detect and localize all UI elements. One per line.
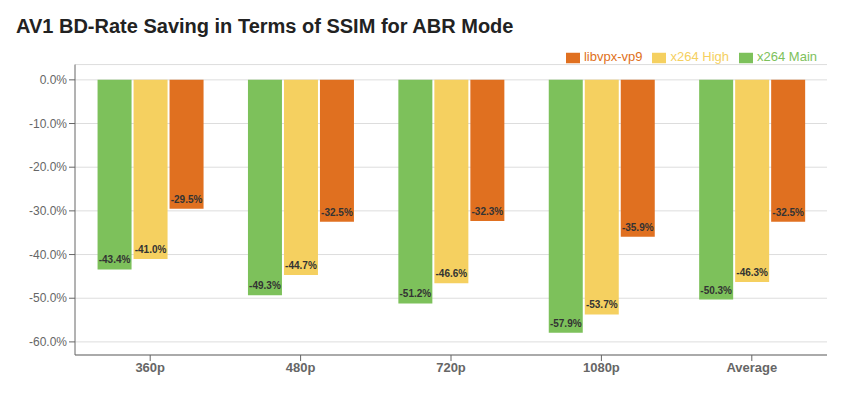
- svg-text:0.0%: 0.0%: [40, 73, 68, 87]
- svg-text:-32.3%: -32.3%: [472, 206, 504, 217]
- svg-text:-20.0%: -20.0%: [29, 160, 67, 174]
- svg-text:-57.9%: -57.9%: [550, 318, 582, 329]
- svg-text:360p: 360p: [135, 360, 165, 375]
- svg-text:-50.0%: -50.0%: [29, 291, 67, 305]
- svg-text:-10.0%: -10.0%: [29, 117, 67, 131]
- svg-text:Average: Average: [726, 360, 777, 375]
- svg-text:-60.0%: -60.0%: [29, 335, 67, 349]
- svg-text:-53.7%: -53.7%: [586, 299, 618, 310]
- svg-text:-46.3%: -46.3%: [736, 267, 768, 278]
- svg-text:-29.5%: -29.5%: [171, 194, 203, 205]
- html-text:x264 Main: x264 Main: [757, 49, 817, 64]
- svg-text:-46.6%: -46.6%: [436, 268, 468, 279]
- svg-text:-35.9%: -35.9%: [622, 222, 654, 233]
- svg-text:-43.4%: -43.4%: [99, 254, 131, 265]
- svg-text:1080p: 1080p: [583, 360, 620, 375]
- svg-text:-32.5%: -32.5%: [321, 207, 353, 218]
- svg-text:-41.0%: -41.0%: [135, 244, 167, 255]
- svg-text:-30.0%: -30.0%: [29, 204, 67, 218]
- svg-text:-50.3%: -50.3%: [700, 285, 732, 296]
- html-text:AV1 BD-Rate Saving in Terms of: AV1 BD-Rate Saving in Terms of SSIM for …: [16, 15, 514, 37]
- svg-text:-32.5%: -32.5%: [772, 207, 804, 218]
- svg-text:720p: 720p: [436, 360, 466, 375]
- svg-text:-40.0%: -40.0%: [29, 248, 67, 262]
- svg-text:-49.3%: -49.3%: [249, 280, 281, 291]
- html-text:x264 High: x264 High: [670, 49, 729, 64]
- html-text:libvpx-vp9: libvpx-vp9: [583, 49, 643, 64]
- svg-text:-51.2%: -51.2%: [400, 288, 432, 299]
- svg-text:480p: 480p: [286, 360, 316, 375]
- svg-text:-44.7%: -44.7%: [285, 260, 317, 271]
